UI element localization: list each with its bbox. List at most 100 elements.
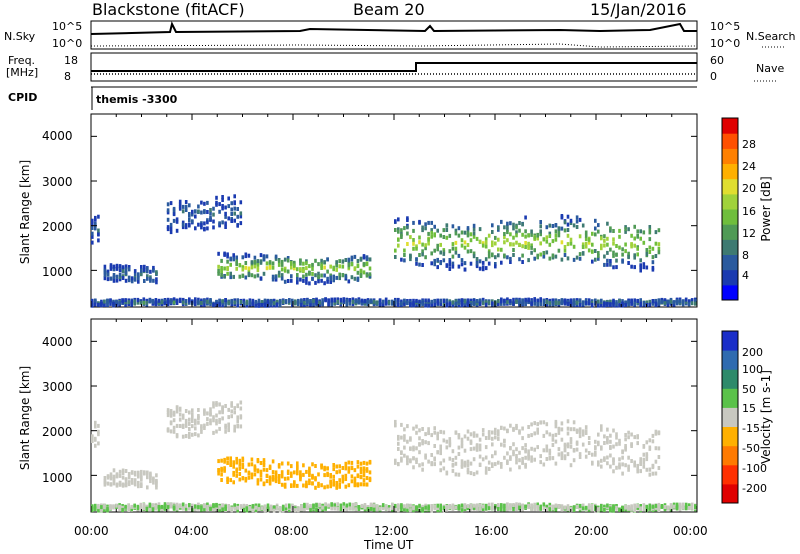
power-cell (569, 218, 573, 223)
power-cell (360, 301, 364, 305)
velocity-cell (469, 432, 473, 437)
velocity-cell (253, 472, 257, 477)
colorbar-swatch (722, 178, 738, 195)
velocity-cell (311, 475, 314, 480)
velocity-cell (506, 429, 509, 434)
velocity-cell (491, 462, 494, 467)
velocity-cell (439, 507, 442, 512)
power-cell (678, 299, 682, 304)
power-cell (317, 271, 320, 276)
power-cell (654, 254, 658, 258)
velocity-cell (127, 472, 131, 476)
power-cell (460, 302, 464, 307)
velocity-cell (609, 446, 612, 450)
power-cell (475, 261, 479, 266)
velocity-cell (448, 439, 452, 444)
velocity-cell (654, 446, 658, 451)
power-cell (418, 240, 421, 245)
velocity-cell (400, 451, 403, 455)
velocity-cell (127, 508, 130, 512)
velocity-cell (584, 505, 588, 510)
velocity-cell (306, 502, 309, 507)
power-cell (241, 267, 245, 272)
velocity-cell (554, 439, 558, 444)
velocity-cell (415, 460, 418, 464)
power-cell (236, 207, 239, 211)
velocity-cell (338, 469, 341, 474)
velocity-cell (140, 482, 143, 487)
power-cell (548, 256, 552, 261)
velocity-cell (184, 418, 188, 423)
power-cell (218, 223, 221, 228)
velocity-cell (362, 460, 366, 465)
velocity-cell (621, 462, 624, 467)
velocity-cell (217, 471, 220, 476)
power-cell (478, 266, 482, 271)
colorbar-swatch (722, 269, 738, 286)
power-cell (121, 276, 125, 280)
velocity-cell (497, 436, 500, 441)
power-cell (563, 301, 567, 306)
power-cell (308, 281, 311, 286)
power-cell (215, 200, 218, 205)
velocity-cell (491, 430, 494, 435)
velocity-cell (469, 506, 473, 511)
power-cell (418, 253, 421, 257)
velocity-cell (594, 450, 597, 455)
velocity-cell (472, 506, 476, 510)
velocity-cell (221, 416, 224, 421)
velocity-cell (621, 505, 624, 510)
velocity-cell (572, 505, 576, 510)
velocity-cell (651, 504, 655, 509)
power-cell (627, 251, 630, 256)
power-cell (415, 244, 418, 249)
power-cell (274, 277, 278, 282)
power-cell (566, 301, 570, 306)
power-cell (345, 298, 349, 303)
power-cell (124, 278, 128, 283)
power-cell (412, 228, 415, 233)
velocity-cell (439, 451, 442, 456)
velocity-cell (533, 502, 536, 507)
velocity-cell (223, 457, 226, 462)
power-cell (454, 299, 458, 304)
colorbar-swatch (722, 426, 738, 447)
velocity-cell (103, 482, 107, 487)
velocity-cell (542, 448, 546, 453)
velocity-cell (218, 402, 221, 407)
velocity-cell (397, 462, 400, 466)
velocity-cell (238, 477, 242, 482)
power-cell (299, 258, 302, 263)
power-cell (639, 298, 642, 303)
power-cell (454, 250, 458, 255)
velocity-cell (215, 401, 218, 406)
power-cell (651, 267, 655, 272)
power-cell (112, 275, 116, 280)
power-cell (250, 265, 254, 270)
power-cell (633, 298, 636, 303)
power-cell (500, 297, 503, 302)
velocity-cell (457, 452, 461, 456)
velocity-cell (354, 507, 358, 512)
power-cell (557, 233, 561, 238)
power-cell (584, 230, 588, 235)
power-cell (627, 261, 630, 265)
power-cell (669, 299, 673, 304)
velocity-cell (172, 418, 176, 423)
velocity-cell (362, 469, 366, 474)
velocity-cell (463, 434, 467, 439)
velocity-cell (97, 423, 100, 428)
power-cell (206, 220, 209, 225)
power-cell (130, 279, 134, 284)
power-cell (445, 302, 449, 307)
power-cell (137, 279, 140, 284)
velocity-cell (194, 426, 197, 431)
power-cell (621, 301, 624, 306)
power-cell (597, 229, 600, 234)
power-cell (103, 268, 107, 273)
power-cell (197, 300, 200, 305)
velocity-cell (359, 482, 363, 487)
velocity-cell (412, 465, 415, 470)
power-cell (427, 241, 430, 246)
power-cell (397, 217, 400, 222)
